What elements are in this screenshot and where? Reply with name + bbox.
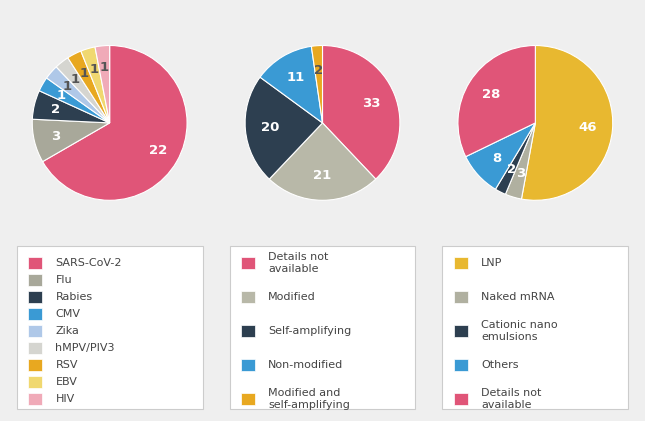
Text: 28: 28 xyxy=(482,88,500,101)
Text: Flu: Flu xyxy=(55,275,72,285)
FancyBboxPatch shape xyxy=(241,257,255,269)
Text: Modified: Modified xyxy=(268,292,316,302)
Text: 22: 22 xyxy=(149,144,167,157)
Text: 1: 1 xyxy=(90,63,99,76)
Text: CMV: CMV xyxy=(55,309,81,319)
FancyBboxPatch shape xyxy=(17,246,203,409)
Text: 3: 3 xyxy=(51,130,60,143)
Wedge shape xyxy=(32,91,110,123)
Text: 2: 2 xyxy=(51,103,60,116)
Text: 2: 2 xyxy=(507,163,516,176)
Text: 1: 1 xyxy=(100,61,109,74)
FancyBboxPatch shape xyxy=(230,246,415,409)
Text: Naked mRNA: Naked mRNA xyxy=(481,292,555,302)
FancyBboxPatch shape xyxy=(28,342,42,354)
Text: HIV: HIV xyxy=(55,394,75,404)
Text: 3: 3 xyxy=(516,167,525,180)
FancyBboxPatch shape xyxy=(28,325,42,337)
Wedge shape xyxy=(495,123,535,194)
FancyBboxPatch shape xyxy=(241,359,255,371)
Text: 20: 20 xyxy=(261,121,279,134)
Wedge shape xyxy=(46,67,110,123)
Text: Cationic nano
emulsions: Cationic nano emulsions xyxy=(481,320,558,342)
Wedge shape xyxy=(269,123,376,200)
FancyBboxPatch shape xyxy=(28,257,42,269)
Text: 1: 1 xyxy=(57,88,66,101)
Wedge shape xyxy=(95,45,110,123)
Text: Details not
available: Details not available xyxy=(268,253,329,274)
Text: 46: 46 xyxy=(579,121,597,134)
FancyBboxPatch shape xyxy=(28,291,42,303)
Text: EBV: EBV xyxy=(55,377,77,387)
Text: 21: 21 xyxy=(313,169,332,182)
Wedge shape xyxy=(39,78,110,123)
Text: LNP: LNP xyxy=(481,258,502,268)
Wedge shape xyxy=(32,119,110,162)
FancyBboxPatch shape xyxy=(28,308,42,320)
FancyBboxPatch shape xyxy=(442,246,628,409)
Wedge shape xyxy=(466,123,535,189)
Wedge shape xyxy=(68,51,110,123)
Text: Others: Others xyxy=(481,360,519,370)
Text: 1: 1 xyxy=(79,67,88,80)
FancyBboxPatch shape xyxy=(28,274,42,286)
Text: Details not
available: Details not available xyxy=(481,388,542,410)
Text: RSV: RSV xyxy=(55,360,78,370)
Wedge shape xyxy=(506,123,535,199)
Wedge shape xyxy=(245,77,322,179)
Wedge shape xyxy=(521,45,613,200)
FancyBboxPatch shape xyxy=(454,393,468,405)
Text: Zika: Zika xyxy=(55,326,79,336)
Wedge shape xyxy=(312,45,322,123)
Text: 11: 11 xyxy=(286,71,304,84)
Wedge shape xyxy=(81,47,110,123)
Text: Non-modified: Non-modified xyxy=(268,360,344,370)
FancyBboxPatch shape xyxy=(241,291,255,303)
FancyBboxPatch shape xyxy=(454,359,468,371)
FancyBboxPatch shape xyxy=(454,325,468,337)
Text: 1: 1 xyxy=(71,72,80,85)
Wedge shape xyxy=(322,45,400,179)
Text: Rabies: Rabies xyxy=(55,292,93,302)
Text: 1: 1 xyxy=(63,80,72,93)
Text: 8: 8 xyxy=(492,152,501,165)
Wedge shape xyxy=(43,45,187,200)
FancyBboxPatch shape xyxy=(454,257,468,269)
FancyBboxPatch shape xyxy=(241,325,255,337)
Text: Self-amplifying: Self-amplifying xyxy=(268,326,352,336)
Text: 33: 33 xyxy=(362,97,381,110)
Wedge shape xyxy=(56,58,110,123)
Text: 2: 2 xyxy=(314,64,323,77)
Wedge shape xyxy=(260,46,322,123)
FancyBboxPatch shape xyxy=(28,376,42,388)
FancyBboxPatch shape xyxy=(454,291,468,303)
FancyBboxPatch shape xyxy=(241,393,255,405)
Wedge shape xyxy=(458,45,535,157)
Text: SARS-CoV-2: SARS-CoV-2 xyxy=(55,258,122,268)
FancyBboxPatch shape xyxy=(28,359,42,371)
Text: Modified and
self-amplifying: Modified and self-amplifying xyxy=(268,388,350,410)
FancyBboxPatch shape xyxy=(28,393,42,405)
Text: hMPV/PIV3: hMPV/PIV3 xyxy=(55,343,115,353)
